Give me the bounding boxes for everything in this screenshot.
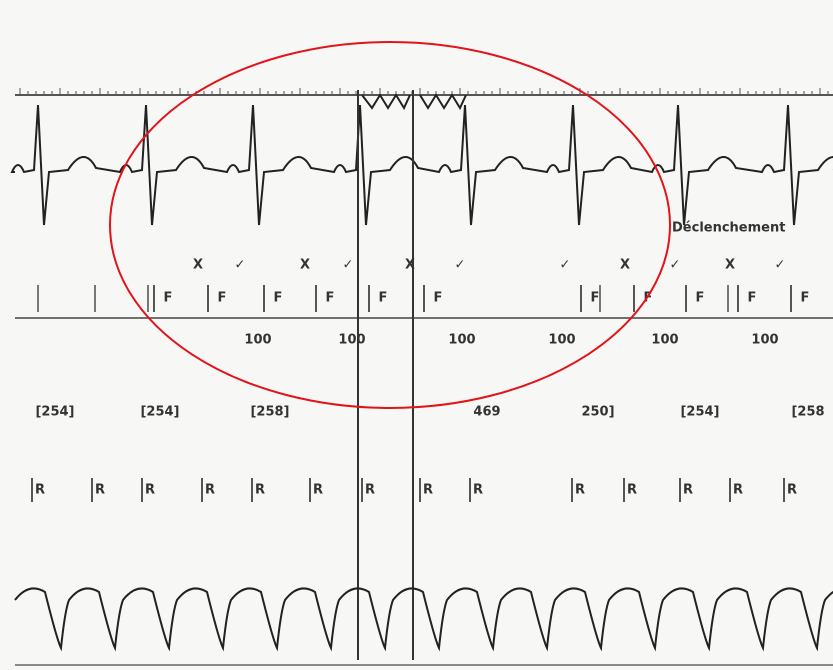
r-marker: R (733, 483, 743, 498)
r-marker: R (683, 483, 693, 498)
r-marker: R (473, 483, 483, 498)
beat-mark: ✓ (670, 258, 681, 273)
rate-label: 100 (651, 333, 678, 348)
f-marker: F (591, 291, 600, 306)
r-marker: R (627, 483, 637, 498)
event-label: Déclenchement (672, 221, 785, 236)
f-marker: F (274, 291, 283, 306)
beat-mark: X (620, 258, 630, 273)
r-marker: R (95, 483, 105, 498)
beat-mark: X (193, 258, 203, 273)
interval-label: [254] (140, 405, 179, 420)
f-marker: F (326, 291, 335, 306)
r-marker: R (575, 483, 585, 498)
r-marker: R (145, 483, 155, 498)
beat-mark: ✓ (775, 258, 786, 273)
beat-mark: X (405, 258, 415, 273)
beat-mark: ✓ (560, 258, 571, 273)
r-marker: R (205, 483, 215, 498)
rate-label: 100 (338, 333, 365, 348)
ecg-trace (10, 104, 833, 226)
r-marker: R (35, 483, 45, 498)
rate-label: 100 (751, 333, 778, 348)
f-marker: F (748, 291, 757, 306)
f-marker: F (801, 291, 810, 306)
pressure-trace (14, 587, 833, 652)
interval-label: [258] (250, 405, 289, 420)
highlight-ellipse (109, 41, 671, 409)
beat-mark: ✓ (455, 258, 466, 273)
f-marker: F (434, 291, 443, 306)
f-marker: F (644, 291, 653, 306)
r-marker: R (423, 483, 433, 498)
f-marker: F (379, 291, 388, 306)
r-marker: R (313, 483, 323, 498)
interval-label: 469 (473, 405, 500, 420)
f-marker: F (218, 291, 227, 306)
ruler-ticks (19, 88, 829, 95)
r-marker: R (255, 483, 265, 498)
r-marker: R (787, 483, 797, 498)
beat-mark: ✓ (343, 258, 354, 273)
f-marker: F (696, 291, 705, 306)
f-marker: F (164, 291, 173, 306)
rate-label: 100 (244, 333, 271, 348)
interval-label: [254] (35, 405, 74, 420)
pacing-artifact (361, 93, 467, 111)
interval-label: 250] (581, 405, 614, 420)
beat-mark: X (300, 258, 310, 273)
interval-label: [254] (680, 405, 719, 420)
interval-label: [258 (791, 405, 824, 420)
beat-mark: ✓ (235, 258, 246, 273)
r-marker: R (365, 483, 375, 498)
rate-label: 100 (448, 333, 475, 348)
rate-label: 100 (548, 333, 575, 348)
beat-mark: X (725, 258, 735, 273)
